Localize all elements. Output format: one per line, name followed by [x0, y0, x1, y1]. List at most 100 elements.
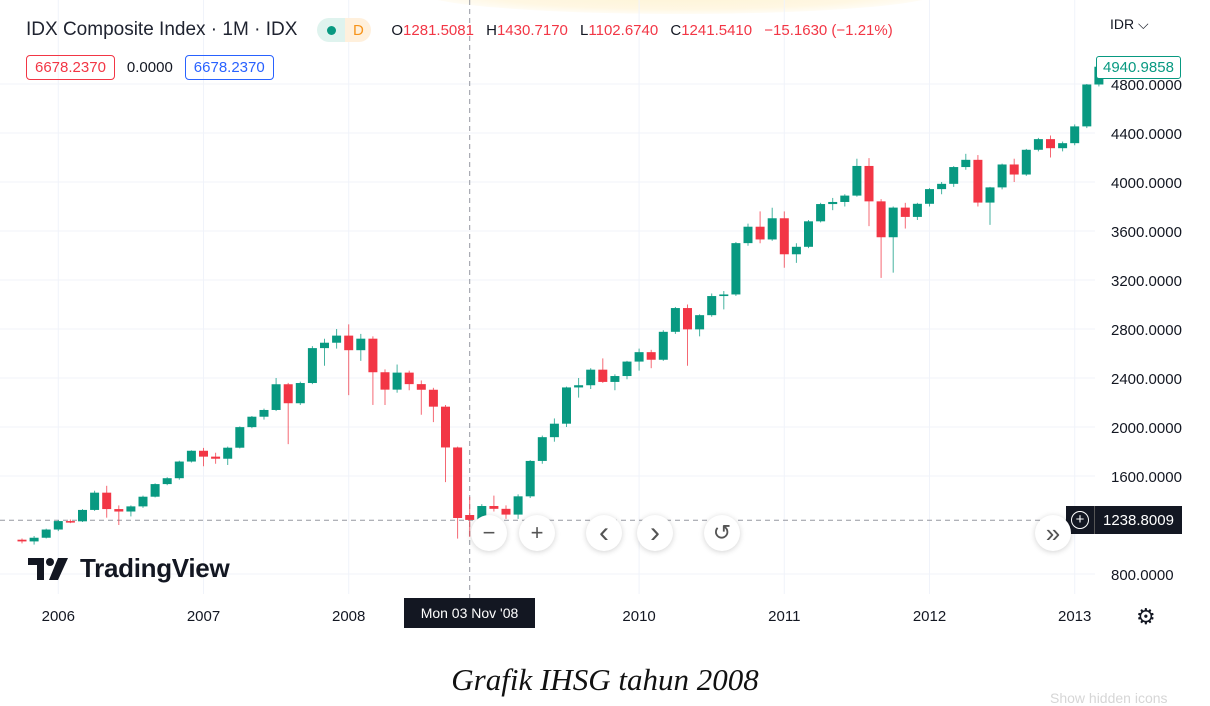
candle-up — [925, 189, 934, 204]
candle-down — [368, 338, 378, 373]
candle-up — [719, 294, 729, 297]
sell-price-button[interactable]: 6678.2370 — [26, 55, 115, 80]
y-tick-label: 3600.0000 — [1111, 224, 1182, 241]
candle-down — [683, 308, 692, 330]
x-tick-label: 2013 — [1058, 608, 1091, 625]
candle-up — [658, 331, 668, 360]
currency-selector[interactable]: IDR ⌵ — [1110, 16, 1149, 33]
buy-price-button[interactable]: 6678.2370 — [184, 55, 274, 80]
currency-label: IDR — [1110, 16, 1135, 32]
spread-value: 0.0000 — [126, 59, 173, 76]
candle-up — [186, 450, 196, 462]
candle-down — [416, 384, 426, 390]
scroll-to-realtime-button[interactable]: » — [1035, 515, 1071, 551]
open-label: O — [391, 21, 404, 39]
chart-settings-gear-icon[interactable]: ⚙ — [1136, 604, 1156, 629]
candle-up — [731, 243, 741, 295]
candle-up — [622, 361, 632, 377]
y-tick-label: 4400.0000 — [1111, 126, 1182, 143]
tradingview-logo[interactable]: TradingView — [28, 553, 230, 584]
scroll-right-button[interactable]: › — [637, 515, 673, 551]
candle-down — [453, 447, 463, 519]
scroll-left-button[interactable]: ‹ — [586, 515, 622, 551]
candle-up — [247, 416, 257, 428]
candle-up — [307, 348, 317, 384]
logo-text: TradingView — [80, 553, 230, 583]
figure-caption: Grafik IHSG tahun 2008 — [451, 662, 759, 697]
plus-circle-icon: + — [1071, 511, 1089, 529]
bid-ask-row: 6678.2370 0.0000 6678.2370 — [26, 55, 274, 80]
candle-down — [1046, 139, 1055, 149]
x-tick-label: 2011 — [768, 608, 800, 625]
close-label: C — [670, 21, 682, 39]
delayed-badge: D — [345, 18, 372, 42]
y-tick-label: 2800.0000 — [1111, 322, 1182, 339]
candle-down — [344, 335, 354, 351]
low-value: 1102.6740 — [588, 21, 659, 39]
candle-up — [949, 167, 959, 184]
candle-down — [876, 201, 886, 238]
zoom-out-button[interactable]: − — [471, 515, 507, 551]
candle-up — [961, 159, 971, 168]
candle-up — [695, 315, 705, 330]
candle-up — [271, 384, 281, 410]
y-tick-label: 1600.0000 — [1111, 469, 1182, 486]
symbol-header: IDX Composite Index · 1M · IDX D O1281.5… — [26, 18, 901, 42]
y-tick-label: 2400.0000 — [1111, 371, 1182, 388]
x-tick-label: 2006 — [42, 608, 75, 625]
candle-down — [900, 207, 910, 217]
background-glow — [420, 0, 940, 14]
show-hidden-icons-tooltip: Show hidden icons — [1050, 690, 1168, 706]
candle-up — [174, 461, 184, 479]
y-tick-label: 4000.0000 — [1111, 175, 1182, 192]
candle-up — [513, 496, 523, 515]
candle-up — [150, 484, 160, 497]
candle-up — [1021, 149, 1031, 175]
candle-up — [525, 460, 535, 497]
crosshair-price-label: + 1238.8009 — [1066, 506, 1182, 534]
candle-down — [211, 456, 221, 459]
market-status-badge[interactable]: D — [317, 18, 372, 42]
candle-up — [562, 387, 571, 424]
add-alert-button[interactable]: + — [1066, 506, 1095, 534]
candle-down — [428, 389, 438, 407]
candle-down — [755, 226, 765, 240]
candle-up — [235, 427, 245, 448]
candle-down — [598, 369, 608, 382]
candle-down — [501, 508, 511, 515]
candle-up — [828, 201, 838, 205]
candle-up — [138, 496, 148, 507]
candle-up — [537, 437, 547, 461]
candle-down — [1009, 164, 1019, 175]
reset-chart-button[interactable]: ↺ — [704, 515, 740, 551]
candle-up — [126, 506, 136, 512]
candle-up — [29, 537, 39, 542]
zoom-in-button[interactable]: + — [519, 515, 555, 551]
candle-up — [791, 246, 801, 255]
open-value: 1281.5081 — [403, 21, 474, 39]
candle-down — [646, 352, 656, 360]
candle-up — [41, 529, 51, 538]
tradingview-logo-icon — [28, 557, 68, 580]
candle-up — [610, 376, 620, 382]
candle-up — [912, 203, 922, 217]
candle-up — [997, 164, 1007, 188]
candle-down — [17, 539, 27, 542]
candle-up — [634, 352, 644, 362]
candle-up — [743, 226, 753, 244]
candle-up — [295, 383, 305, 404]
candle-down — [65, 521, 75, 523]
crosshair-price-value: 1238.8009 — [1095, 506, 1182, 534]
candle-down — [465, 515, 475, 520]
candle-up — [840, 195, 850, 202]
x-tick-label: 2007 — [187, 608, 220, 625]
candle-up — [937, 183, 947, 190]
candle-up — [392, 372, 402, 390]
candle-up — [670, 308, 680, 332]
candlestick-chart[interactable]: 800.0000 1600.0000 2000.0000 2400.0000 2800.… — [0, 0, 1210, 640]
candle-down — [283, 384, 293, 404]
candle-up — [767, 218, 777, 240]
symbol-title[interactable]: IDX Composite Index · 1M · IDX — [26, 19, 298, 40]
change-value: −15.1630 (−1.21%) — [764, 21, 893, 39]
candle-down — [380, 372, 390, 390]
